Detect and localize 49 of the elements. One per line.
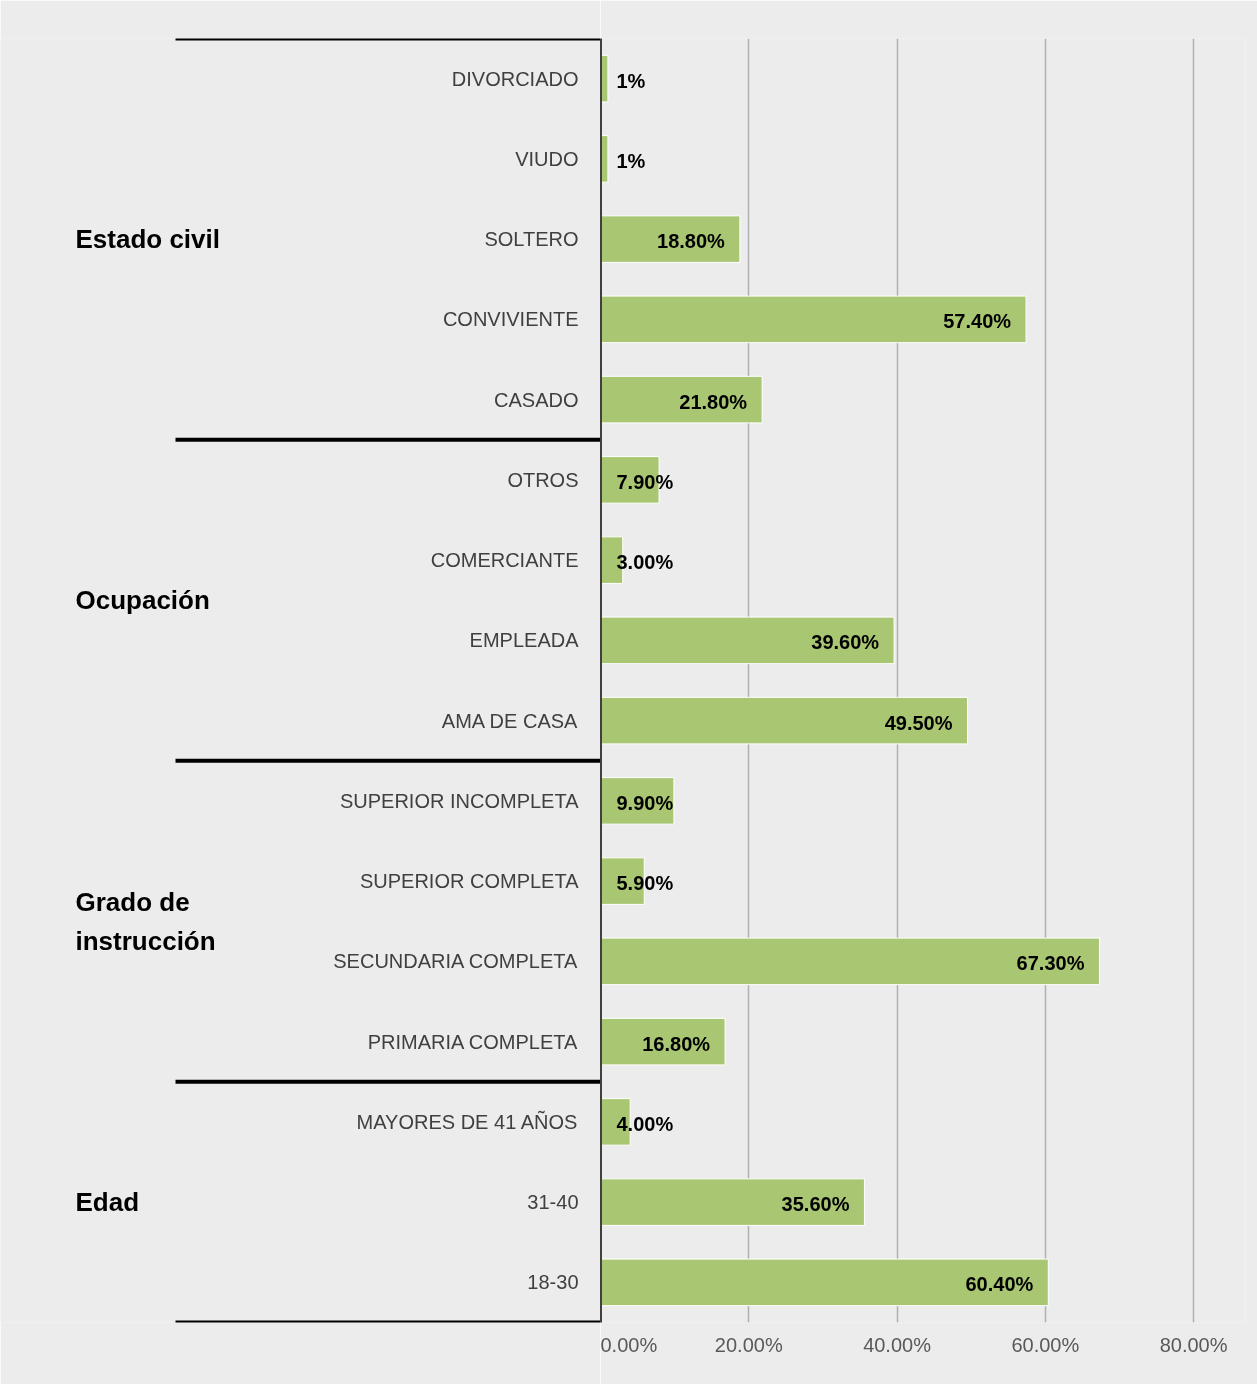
y-tick-label: EMPLEADA [469,629,580,652]
bar [600,375,763,424]
y-tick-label: OTROS [507,468,579,491]
x-tick-label: 40.00% [863,1333,932,1356]
bar [600,295,1027,344]
data-label: 1% [616,149,646,172]
data-label: 9.90% [616,791,674,814]
x-tick-label: 20.00% [714,1333,783,1356]
y-tick-label: AMA DE CASA [441,709,579,732]
data-label: 39.60% [811,631,880,654]
y-tick-label: PRIMARIA COMPLETA [367,1030,579,1053]
data-label: 21.80% [679,390,748,413]
data-label: 49.50% [884,711,953,734]
y-tick-label: DIVORCIADO [451,67,579,90]
data-label: 18.80% [657,230,726,253]
x-tick-label: 80.00% [1159,1333,1228,1356]
data-label: 4.00% [616,1112,674,1135]
bar [600,215,741,263]
data-label: 67.30% [1016,952,1085,975]
y-tick-label: MAYORES DE 41 AÑOS [356,1109,578,1133]
data-label: 3.00% [616,551,674,574]
y-tick-label: 31-40 [527,1191,579,1214]
y-tick-label: SECUNDARIA COMPLETA [333,950,579,973]
y-tick-label: COMERCIANTE [430,549,579,572]
y-tick-label: SUPERIOR COMPLETA [359,870,580,893]
bar [600,937,1100,986]
data-label: 16.80% [642,1032,711,1055]
y-tick-label: 18-30 [527,1271,579,1294]
data-label: 60.40% [965,1273,1034,1296]
data-label: 57.40% [943,310,1012,333]
y-tick-label: CASADO [494,388,579,411]
text: Edad [75,1187,140,1218]
data-label: 35.60% [781,1193,850,1216]
x-tick-label: 60.00% [1011,1333,1080,1356]
bar [600,616,895,665]
x-tick-label: 0.00% [600,1333,658,1356]
data-label: 1% [616,69,646,92]
data-label: 5.90% [616,872,674,895]
text: Ocupación [75,585,210,616]
y-tick-label: CONVIVIENTE [442,308,579,331]
y-tick-label: SUPERIOR INCOMPLETA [339,789,580,812]
y-tick-label: SOLTERO [484,228,579,251]
bar [600,696,968,745]
bar [600,1017,726,1066]
y-tick-label: VIUDO [515,147,579,170]
text: Estado civil [75,224,220,255]
bar [600,1258,1049,1307]
text: Grado de instrucción [75,886,216,956]
bar [600,1178,865,1226]
